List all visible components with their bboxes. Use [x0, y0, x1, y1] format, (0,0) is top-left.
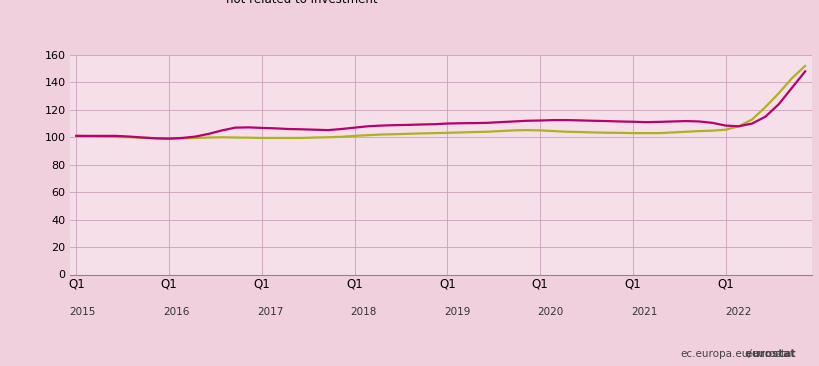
- Text: 2022: 2022: [724, 307, 750, 317]
- Legend: Inputs
not related to investment, Agricultural output: Inputs not related to investment, Agricu…: [189, 0, 543, 10]
- Text: 2017: 2017: [256, 307, 283, 317]
- Text: 2020: 2020: [537, 307, 563, 317]
- Text: 2018: 2018: [350, 307, 377, 317]
- Text: 2019: 2019: [444, 307, 470, 317]
- Text: eurostat: eurostat: [650, 350, 794, 359]
- Text: ec.europa.eu/eurostat: ec.europa.eu/eurostat: [679, 350, 794, 359]
- Text: 2015: 2015: [70, 307, 96, 317]
- Text: 2016: 2016: [163, 307, 189, 317]
- Text: 2021: 2021: [631, 307, 657, 317]
